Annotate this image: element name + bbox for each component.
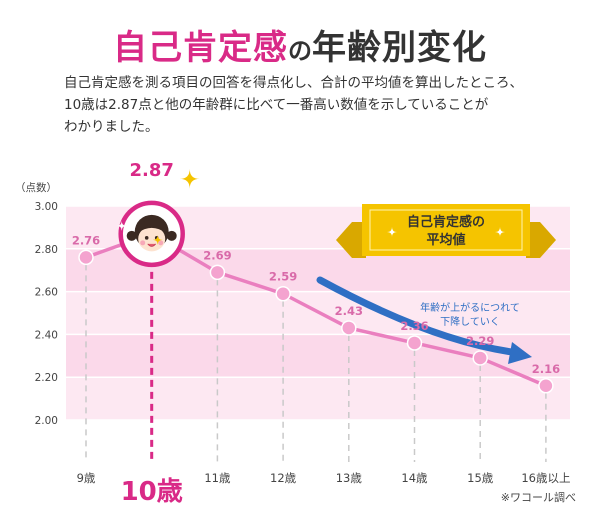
legend-label-line: 自己肯定感の (407, 214, 485, 230)
source-note: ※ワコール調べ (501, 490, 576, 504)
data-point (209, 264, 226, 281)
description-line: 10歳は2.87点と他の年齢群に比べて一番高い数値を示していることが (64, 97, 489, 113)
x-tick-label: 15歳 (467, 471, 494, 485)
title-highlight: 自己肯定感 (113, 28, 288, 68)
title-rest: 年齢別変化 (312, 28, 487, 68)
trend-note-line: 年齢が上がるにつれて (420, 301, 520, 314)
description-line: 自己肯定感を測る項目の回答を得点化し、合計の平均値を算出したところ、 (64, 75, 523, 91)
trend-arrow-shaft (316, 276, 516, 356)
y-tick-label: 3.00 (35, 201, 58, 213)
legend-badge-border (369, 209, 523, 251)
value-label: 2.43 (335, 304, 363, 318)
sparkle-icon (152, 234, 163, 245)
data-point (406, 335, 423, 351)
girl-bangs-icon (137, 219, 166, 233)
y-tick-label: 2.80 (35, 244, 58, 256)
x-tick-label: 9歳 (77, 471, 96, 485)
badge-ribbon-left (336, 222, 366, 258)
value-label: 2.59 (269, 270, 297, 284)
description-line: わかりました。 (64, 119, 159, 135)
data-point (538, 378, 554, 394)
x-tick-label: 13歳 (336, 471, 363, 485)
girl-mouth-icon (147, 243, 157, 247)
title-particle: の (288, 37, 312, 65)
x-tick-label: 14歳 (401, 471, 428, 485)
girl-cheek-icon (140, 240, 146, 246)
girl-face-icon (138, 226, 166, 252)
y-tick-label: 2.40 (35, 329, 58, 341)
y-tick-label: 2.60 (35, 287, 58, 299)
trend-arrow-head-icon (508, 342, 532, 364)
value-label: 2.36 (400, 319, 428, 333)
value-label: 2.69 (203, 248, 231, 262)
sparkle-icon (495, 227, 505, 237)
x-tick-label: 16歳以上 (521, 471, 570, 485)
data-point (275, 285, 291, 302)
value-label: 2.16 (532, 362, 560, 376)
badge-ribbon-right (526, 222, 556, 258)
value-label: 2.29 (466, 334, 494, 348)
girl-eye-icon (144, 236, 149, 240)
x-tick-label: 12歳 (270, 471, 297, 485)
description: 自己肯定感を測る項目の回答を得点化し、合計の平均値を算出したところ、 10歳は2… (64, 72, 584, 138)
legend-badge (362, 204, 530, 256)
x-tick-label-highlight: 10歳 (121, 477, 183, 507)
girl-cheek-icon (158, 240, 164, 246)
legend-label-line: 平均値 (426, 232, 465, 248)
girl-pigtail-icon (166, 230, 177, 241)
grid-band (66, 334, 570, 378)
y-tick-label: 2.20 (35, 372, 58, 384)
y-axis-label: （点数） (15, 181, 57, 194)
data-point (341, 320, 357, 336)
highlight-value-label: 2.87 (129, 160, 173, 181)
value-label: 2.76 (72, 233, 100, 247)
sparkle-icon (116, 220, 127, 231)
sparkle-icon (179, 168, 200, 189)
y-tick-label: 2.00 (35, 415, 58, 427)
trend-note-line: 下降していく (440, 315, 500, 328)
sparkle-icon (387, 227, 397, 237)
x-tick-label: 11歳 (204, 471, 231, 485)
data-point (472, 350, 488, 366)
data-point (78, 249, 94, 266)
girl-pigtail-icon (126, 230, 137, 241)
chart-title: 自己肯定感の年齢別変化 (0, 20, 600, 69)
grid-band (66, 377, 570, 420)
